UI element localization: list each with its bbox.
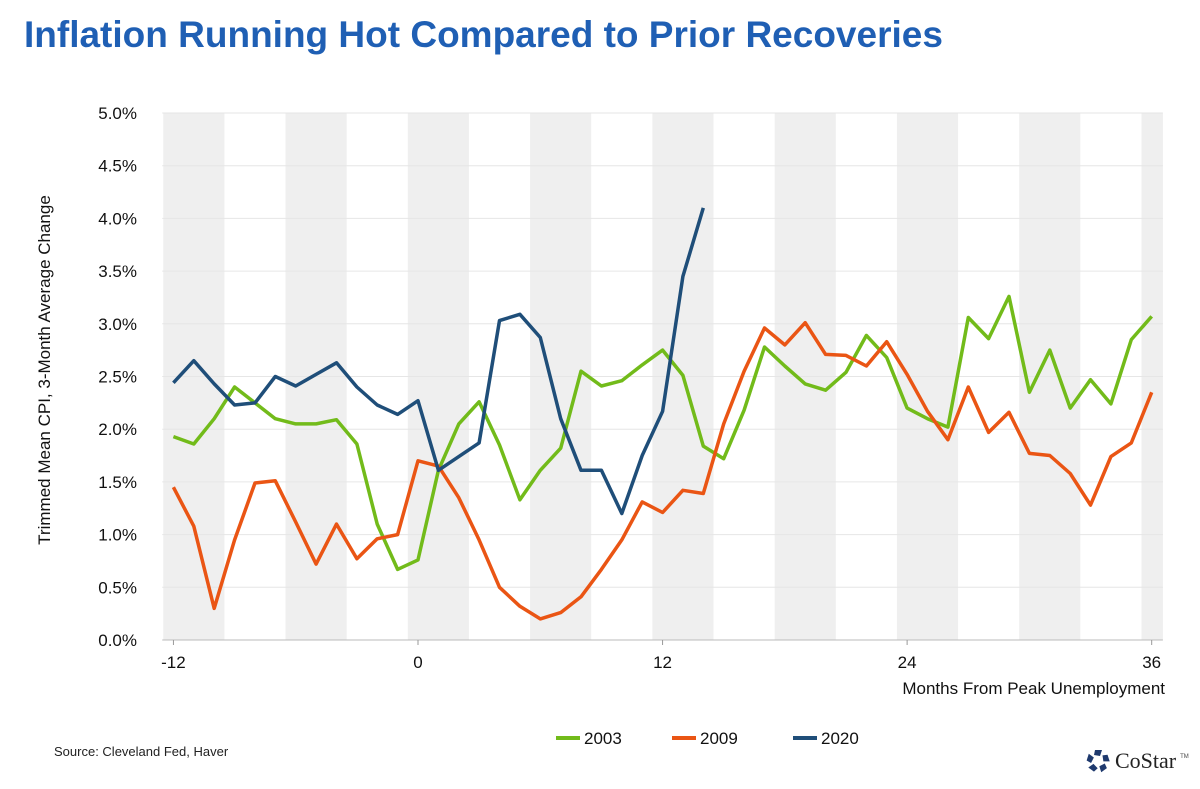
y-tick-label: 4.0% bbox=[98, 209, 137, 228]
logo-tm: TM bbox=[1180, 754, 1189, 760]
legend-label: 2020 bbox=[821, 729, 859, 748]
chart-title: Inflation Running Hot Compared to Prior … bbox=[24, 14, 943, 55]
y-axis-label: Trimmed Mean CPI, 3-Month Average Change bbox=[35, 195, 54, 545]
legend-item-2020: 2020 bbox=[793, 729, 859, 748]
y-tick-label: 3.5% bbox=[98, 262, 137, 281]
y-tick-label: 4.5% bbox=[98, 157, 137, 176]
y-tick-label: 1.5% bbox=[98, 473, 137, 492]
y-tick-label: 3.0% bbox=[98, 315, 137, 334]
y-tick-label: 1.0% bbox=[98, 526, 137, 545]
legend-label: 2003 bbox=[584, 729, 622, 748]
y-tick-label: 0.0% bbox=[98, 631, 137, 650]
series-line-2003 bbox=[172, 294, 1154, 572]
source-note: Source: Cleveland Fed, Haver bbox=[54, 744, 229, 759]
x-tick-label: 36 bbox=[1142, 653, 1161, 672]
costar-star-icon bbox=[1086, 750, 1110, 773]
x-tick-label: 12 bbox=[653, 653, 672, 672]
legend-item-2009: 2009 bbox=[672, 729, 738, 748]
legend-label: 2009 bbox=[700, 729, 738, 748]
x-axis-label: Months From Peak Unemployment bbox=[902, 679, 1165, 698]
y-tick-label: 2.5% bbox=[98, 368, 137, 387]
y-tick-label: 5.0% bbox=[98, 104, 137, 123]
x-tick-label: 0 bbox=[413, 653, 422, 672]
y-tick-label: 0.5% bbox=[98, 578, 137, 597]
y-tick-label: 2.0% bbox=[98, 420, 137, 439]
series-line-2009 bbox=[171, 320, 1154, 621]
legend-item-2003: 2003 bbox=[556, 729, 622, 748]
x-tick-label: -12 bbox=[161, 653, 186, 672]
x-tick-label: 24 bbox=[898, 653, 917, 672]
logo-text: CoStar bbox=[1115, 748, 1177, 773]
series-line-2020 bbox=[172, 207, 705, 516]
costar-logo: CoStar TM bbox=[1085, 748, 1189, 774]
